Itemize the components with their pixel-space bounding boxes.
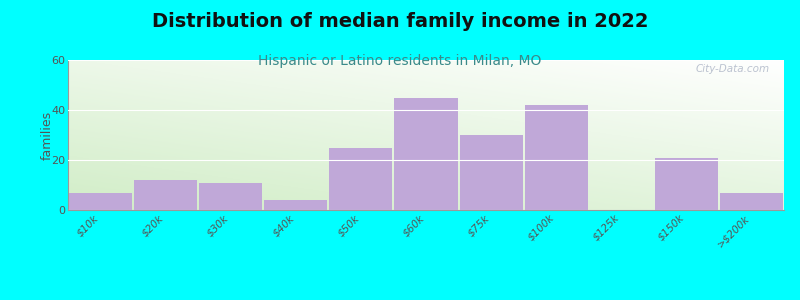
Bar (720, 193, 783, 210)
Bar (394, 98, 458, 210)
Bar (654, 158, 718, 210)
Text: Distribution of median family income in 2022: Distribution of median family income in … (152, 12, 648, 31)
Y-axis label: families: families (41, 110, 54, 160)
Bar (330, 148, 393, 210)
Text: Hispanic or Latino residents in Milan, MO: Hispanic or Latino residents in Milan, M… (258, 54, 542, 68)
Text: City-Data.com: City-Data.com (695, 64, 770, 74)
Bar (69, 193, 132, 210)
Bar (459, 135, 522, 210)
Bar (199, 182, 262, 210)
Bar (264, 200, 327, 210)
Bar (525, 105, 588, 210)
Bar (134, 180, 198, 210)
